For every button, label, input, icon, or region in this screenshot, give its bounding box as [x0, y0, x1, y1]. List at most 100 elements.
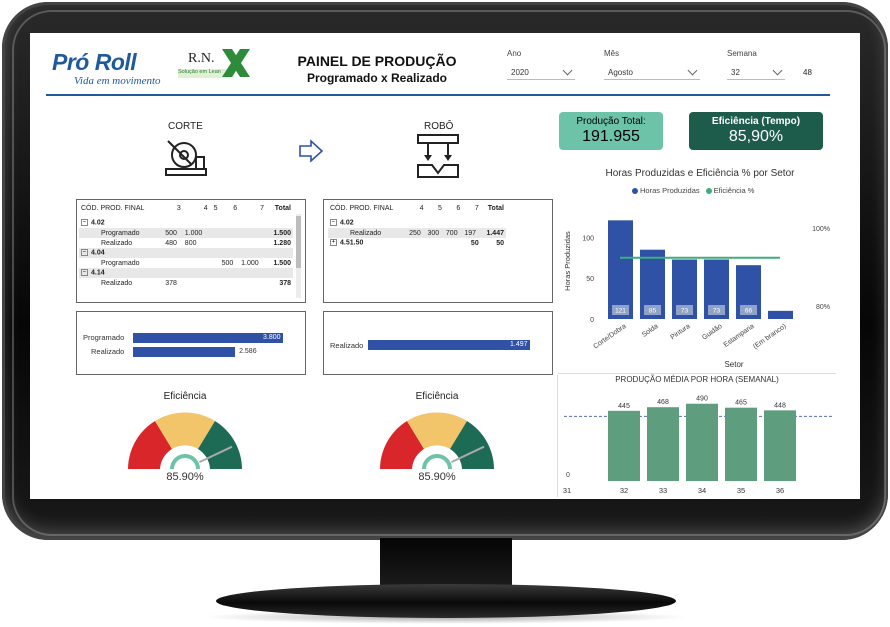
gauge-robo [380, 412, 494, 470]
chevron-down-icon [772, 65, 783, 75]
matrix-group-row[interactable]: −4.02 [79, 218, 293, 228]
section-robo-label: ROBÔ [424, 121, 454, 132]
bar [608, 220, 633, 319]
x-tick-label: 33 [659, 486, 667, 495]
x-tick-label: Solda [641, 323, 660, 339]
chevron-down-icon [562, 65, 573, 75]
collapse-icon[interactable]: − [81, 269, 88, 277]
bar-value: 2.586 [239, 348, 257, 355]
x-tick-label: 34 [698, 486, 706, 495]
y-tick-label: 50 [586, 276, 594, 283]
kpi-efficiency-value: 85,90% [728, 128, 784, 145]
matrix-corte-panel: CÓD. PROD. FINAL 3 4 5 6 7 Total −4.02 P… [76, 199, 306, 303]
filter-year-label: Ano [507, 49, 522, 58]
kpi-production-label: Produção Total: [576, 116, 646, 127]
data-label: 468 [657, 399, 669, 406]
gauge-value: 85.90% [418, 471, 456, 483]
filter-month-select[interactable]: Agosto [604, 65, 700, 80]
bar-label-bg [644, 305, 661, 315]
bar-label: Realizado [91, 347, 125, 356]
bar [647, 407, 679, 481]
expand-icon[interactable]: + [330, 239, 337, 247]
data-label: 448 [774, 402, 786, 409]
kpi-efficiency-label: Eficiência (Tempo) [711, 116, 801, 127]
x-tick-label: 35 [737, 486, 745, 495]
kpi-efficiency: Eficiência (Tempo) 85,90% [689, 112, 823, 150]
table-row: Programado 500 1.000 1.500 [101, 259, 291, 267]
matrix-robo-panel: CÓD. PROD. FINAL 4 5 6 7 Total −4.02 Rea… [323, 199, 553, 303]
gauge-corte [128, 412, 242, 470]
data-label: 465 [735, 400, 747, 407]
partner-x-icon [222, 49, 250, 77]
matrix-header-row: CÓD. PROD. FINAL 4 5 6 7 Total [330, 204, 504, 212]
table-row: Realizado 480 800 1.280 [101, 239, 291, 247]
monitor-neck [380, 538, 512, 590]
bar [768, 310, 793, 319]
y-axis-label: Horas Produzidas [563, 231, 572, 291]
filter-month-label: Mês [604, 49, 620, 58]
matrix-group-row[interactable]: −4.14 [79, 268, 293, 278]
data-label: 445 [618, 403, 630, 410]
bar-label-bg [708, 305, 725, 315]
bar-value: 3.800 [263, 334, 281, 341]
brand-tagline: Vida em movimento [74, 75, 161, 87]
table-row: Realizado 378 378 [101, 279, 291, 287]
x-tick-label: (Em branco) [752, 323, 788, 351]
gauge-title: Eficiência [415, 391, 459, 402]
saw-machine-icon [165, 140, 207, 176]
bar-realizado [133, 347, 236, 357]
x-tick-label: Corte/Dobra [592, 323, 627, 351]
x-axis-label: Setor [724, 360, 743, 369]
bar-label: Realizado [330, 341, 364, 350]
page-title: PAINEL DE PRODUÇÃO [297, 53, 457, 69]
legend-dot-icon [632, 188, 638, 195]
y2-tick-label: 80% [816, 304, 830, 311]
collapse-icon[interactable]: − [81, 249, 88, 257]
chart-weekly-production: 0 31 445 32 468 33 490 34 465 35 448 36 [563, 396, 834, 495]
bar-label-bg [740, 305, 757, 315]
y2-tick-label: 100% [812, 226, 830, 233]
table-row: Realizado 250 300 700 197 1.447 [328, 228, 506, 238]
legend-dot-icon [705, 188, 712, 195]
matrix-header-row: CÓD. PROD. FINAL 3 4 5 6 7 Total [81, 204, 291, 212]
page-subtitle: Programado x Realizado [306, 71, 448, 85]
bar-label-bg [676, 305, 693, 315]
bar-label-bg [612, 305, 629, 315]
data-label: 121 [615, 308, 626, 315]
chart-hours-per-sector: 0 50 100 Horas Produzidas 100% 80% 121 Corte/Do… [563, 220, 830, 369]
bar-label: Programado [83, 333, 125, 342]
bar [725, 407, 757, 481]
data-label: 85 [649, 308, 657, 315]
press-machine-icon [417, 134, 459, 178]
matrix-corte-scrollbar[interactable] [296, 214, 301, 298]
x-tick-label: 32 [620, 486, 628, 495]
bar-programado [133, 333, 283, 343]
bar-realizado [368, 340, 530, 350]
filter-week-label: Semana [727, 49, 757, 58]
brand-logo: Pró Roll [52, 49, 137, 75]
monitor-base [216, 584, 676, 618]
matrix-group-row[interactable]: −4.04 [79, 248, 293, 258]
x-tick-label: Guidão [701, 323, 724, 342]
filter-week-extra: 48 [803, 68, 812, 77]
bar [686, 403, 718, 481]
chevron-down-icon [687, 65, 698, 75]
bar [764, 410, 796, 481]
data-label: 73 [713, 308, 721, 315]
bars-corte-panel: Programado 3.800 Realizado 2.586 [76, 311, 306, 375]
x-tick-label: 31 [563, 486, 571, 495]
matrix-group-row[interactable]: −4.02 [328, 218, 506, 228]
kpi-production-value: 191.955 [582, 128, 640, 145]
filter-year-select[interactable]: 2020 [507, 65, 575, 80]
collapse-icon[interactable]: − [81, 219, 88, 227]
matrix-group-row[interactable]: +4.51.50 50 50 [328, 238, 506, 248]
x-tick-label: Estamparia [723, 323, 756, 349]
collapse-icon[interactable]: − [330, 219, 337, 227]
arrow-right-icon [299, 139, 324, 163]
header-divider [46, 94, 830, 96]
y-tick-label: 0 [566, 472, 570, 479]
bar [608, 410, 640, 481]
x-tick-label: 36 [776, 486, 784, 495]
filter-week-select[interactable]: 32 [727, 65, 785, 80]
section-corte-label: CORTE [168, 121, 203, 132]
